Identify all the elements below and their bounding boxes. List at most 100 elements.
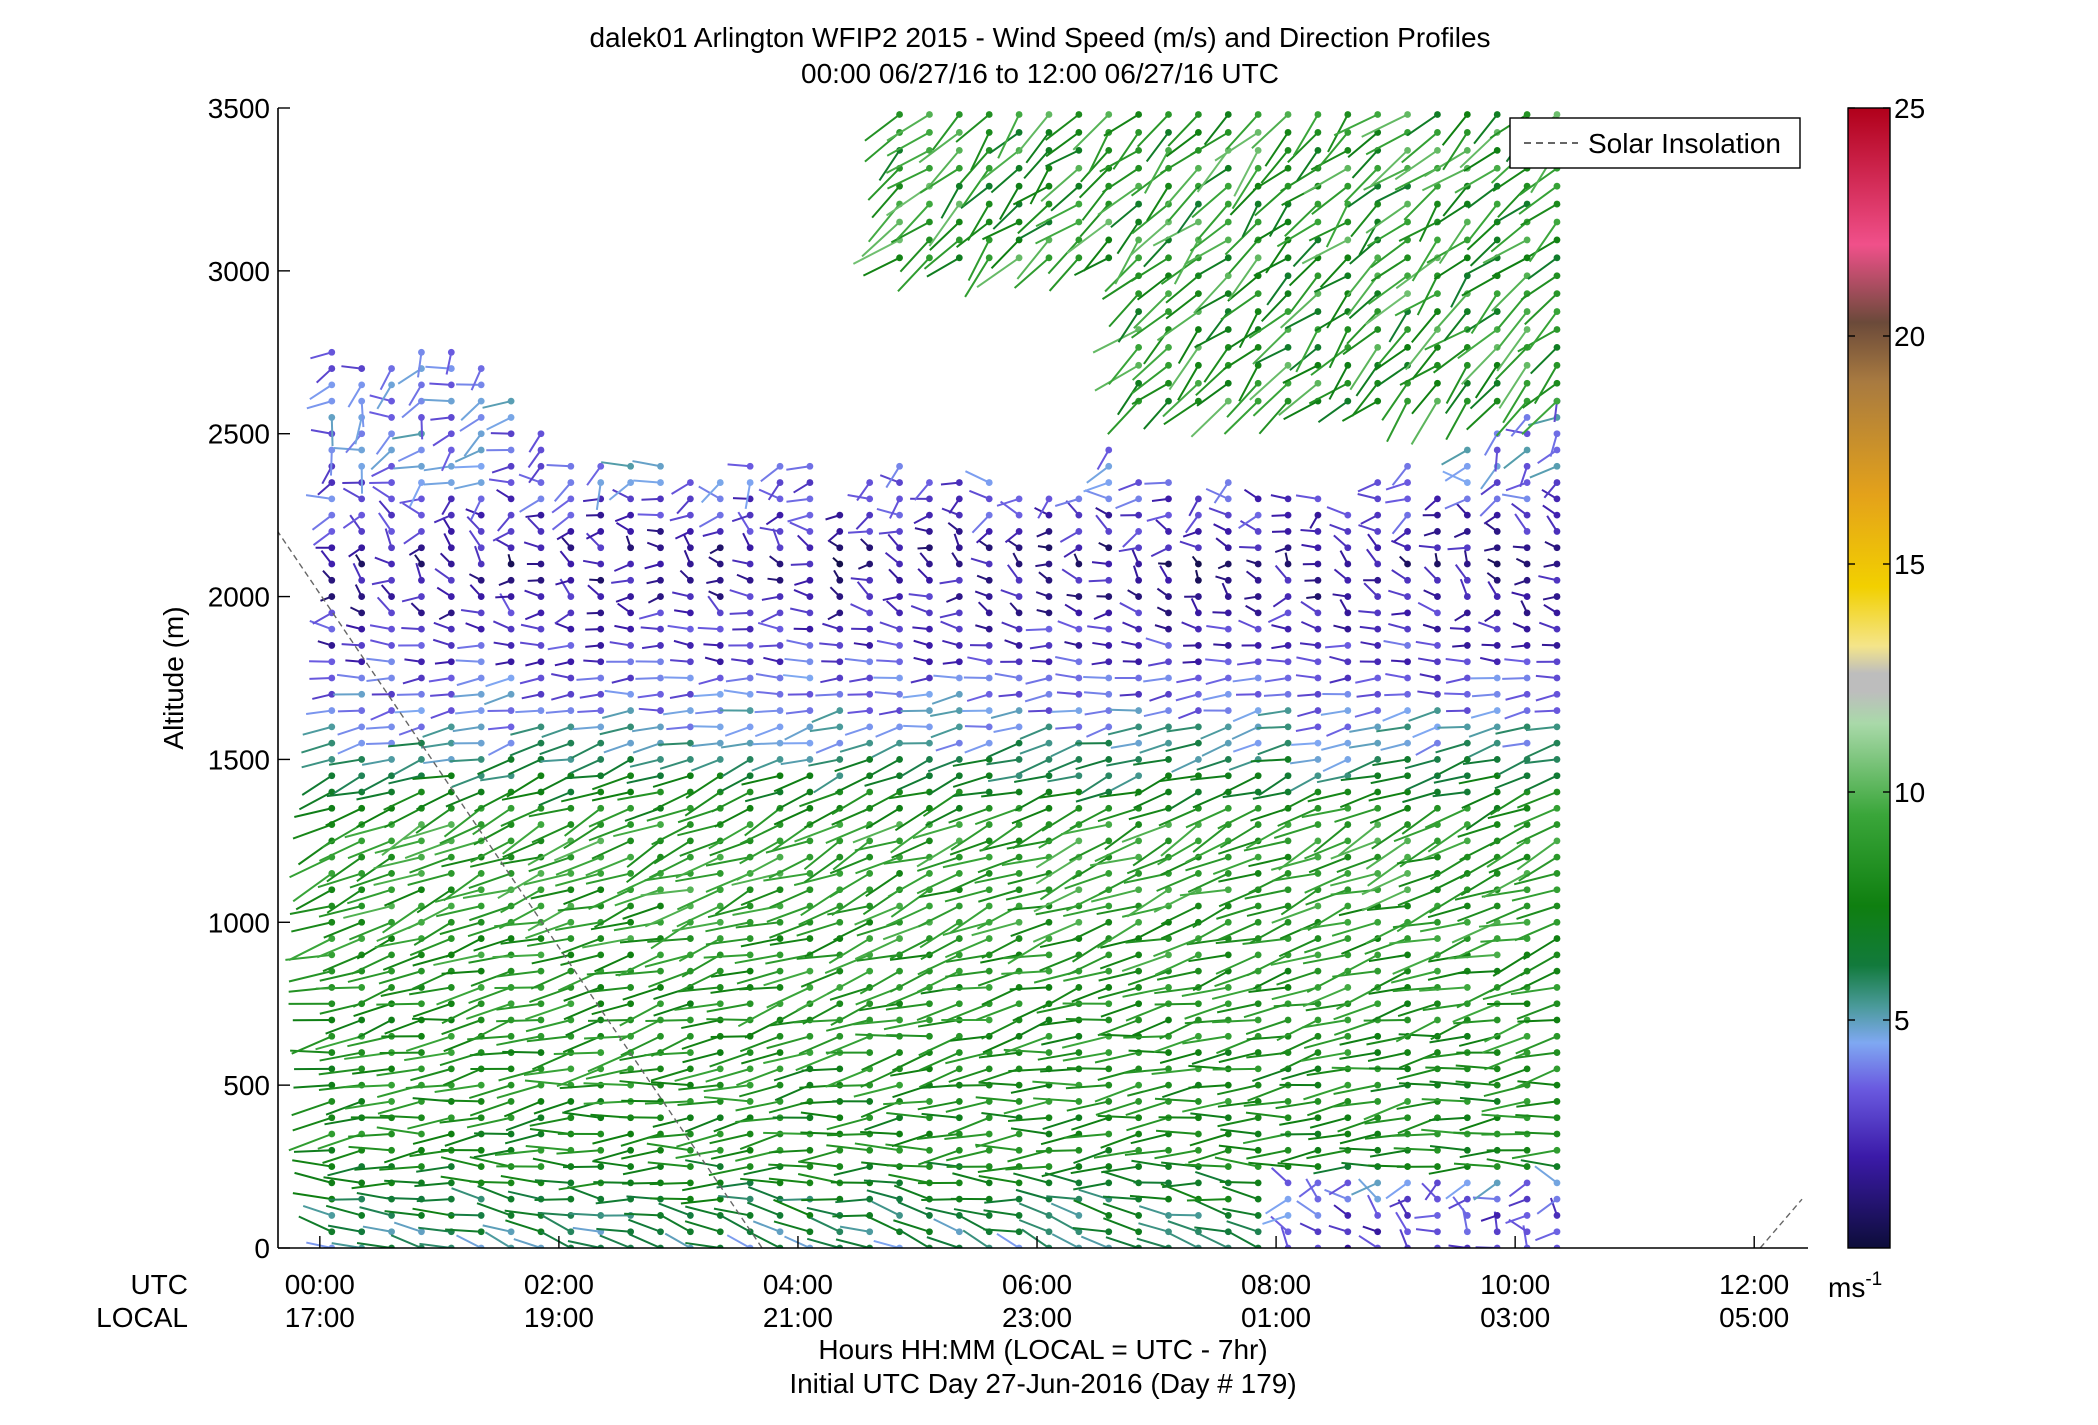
wind-barb <box>1459 1116 1498 1132</box>
wind-barb-dot <box>1344 164 1352 172</box>
wind-barb <box>455 709 482 715</box>
wind-barb <box>1196 382 1229 407</box>
wind-barb <box>852 239 901 265</box>
wind-barb-dot <box>537 1163 545 1170</box>
wind-barb <box>839 1225 870 1233</box>
wind-barb-dot <box>896 674 903 682</box>
wind-barb-dot <box>1254 397 1262 405</box>
wind-barb-dot <box>1224 674 1232 682</box>
wind-barb <box>591 774 631 791</box>
wind-barb <box>1284 203 1319 237</box>
wind-barb-dot <box>1045 756 1053 763</box>
wind-barb-dot <box>388 576 395 584</box>
wind-barb-dot <box>1224 290 1232 298</box>
wind-barb <box>1483 433 1499 456</box>
wind-barb <box>1461 274 1498 297</box>
wind-barb-dot <box>926 1032 933 1040</box>
wind-barb-dot <box>686 576 694 584</box>
wind-barb-dot <box>627 1000 635 1008</box>
wind-barb-dot <box>1553 528 1561 535</box>
wind-barb <box>1326 506 1349 517</box>
wind-barb <box>692 725 721 728</box>
wind-barb-dot <box>1015 674 1023 682</box>
wind-barb-dot <box>1165 1081 1172 1089</box>
wind-barb-dot <box>358 446 366 454</box>
wind-barb-dot <box>1374 1179 1382 1187</box>
wind-barb-dot <box>1374 254 1382 262</box>
wind-barb <box>292 823 333 840</box>
wind-barb <box>769 888 811 909</box>
wind-barb-dot <box>358 381 366 389</box>
wind-barb <box>825 1067 871 1088</box>
wind-barb <box>919 888 960 899</box>
wind-barb-dot <box>985 886 993 894</box>
wind-barb <box>1131 310 1170 339</box>
wind-barb <box>291 1100 333 1117</box>
wind-barb-dot <box>1254 164 1262 172</box>
wind-barb-dot <box>985 1163 993 1170</box>
wind-barb-dot <box>1284 886 1292 894</box>
wind-barb <box>1215 953 1259 975</box>
wind-barb <box>1094 364 1140 392</box>
wind-barb <box>1474 364 1499 399</box>
wind-barb <box>1406 774 1438 791</box>
wind-barb <box>1035 856 1080 885</box>
wind-barb <box>454 465 482 469</box>
wind-barb <box>833 1165 870 1176</box>
wind-barb <box>1445 658 1468 663</box>
wind-barb <box>1248 986 1289 994</box>
wind-barb-dot <box>1434 1212 1441 1219</box>
wind-barb-dot <box>985 984 993 991</box>
wind-barb-dot <box>358 886 366 894</box>
wind-barb-dot <box>358 1212 366 1219</box>
wind-barb-dot <box>1015 1179 1023 1187</box>
wind-barb-dot <box>686 772 694 780</box>
wind-barb <box>525 1002 572 1021</box>
wind-barb <box>328 758 362 766</box>
wind-barb-dot <box>1553 1016 1561 1024</box>
wind-barb <box>950 823 990 851</box>
wind-barb-dot <box>866 609 874 617</box>
wind-barb <box>619 1002 661 1027</box>
wind-barb <box>1124 1149 1169 1156</box>
wind-barb-dot <box>955 658 963 666</box>
wind-barb <box>1481 1133 1528 1136</box>
wind-barb-dot <box>866 723 874 731</box>
wind-barb <box>344 1100 392 1110</box>
wind-barb <box>369 411 392 419</box>
wind-barb-dot <box>358 837 366 845</box>
wind-barb <box>1165 742 1199 753</box>
wind-barb-dot <box>447 739 455 747</box>
wind-barb <box>1460 346 1498 385</box>
wind-barb <box>983 1228 1020 1233</box>
wind-barb <box>1055 673 1080 679</box>
wind-barb-dot <box>1045 182 1053 190</box>
wind-barb-dot <box>926 1228 933 1236</box>
wind-barb-dot <box>477 381 485 389</box>
wind-barb <box>1383 640 1408 647</box>
wind-barb-dot <box>985 528 993 535</box>
wind-barb-dot <box>776 1244 784 1248</box>
wind-barb <box>900 709 930 713</box>
wind-barb-dot <box>746 804 754 812</box>
wind-barb-dot <box>447 528 455 535</box>
wind-barb <box>1514 1051 1558 1059</box>
wind-barb-dot <box>1314 1098 1322 1105</box>
wind-barb-dot <box>746 935 754 942</box>
wind-barb-dot <box>477 1163 485 1170</box>
wind-barb-dot <box>477 625 485 633</box>
wind-barb-dot <box>776 918 784 926</box>
wind-barb <box>992 203 1020 230</box>
wind-barb <box>429 382 452 386</box>
wind-barb <box>1202 693 1229 701</box>
wind-barb <box>1422 839 1468 861</box>
wind-barb <box>1071 1116 1110 1131</box>
wind-barb <box>1491 256 1528 278</box>
wind-barb-dot <box>1165 1179 1172 1187</box>
wind-barb-dot <box>1284 397 1292 405</box>
wind-barb-dot <box>447 397 455 405</box>
wind-barb <box>1190 400 1229 438</box>
wind-barb-dot <box>507 1244 515 1248</box>
wind-barb-dot <box>328 560 336 568</box>
wind-barb-dot <box>686 1016 694 1024</box>
